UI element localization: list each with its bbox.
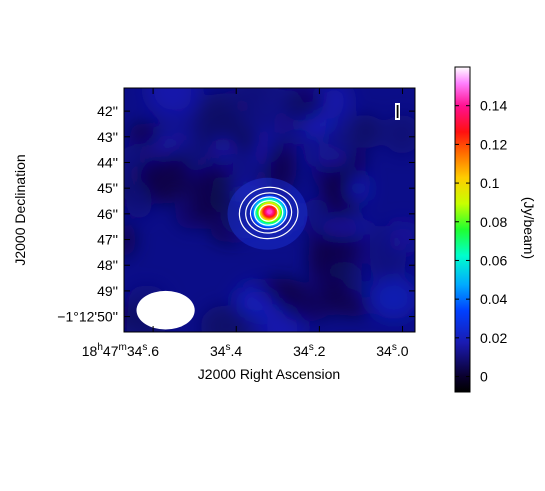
contour-line bbox=[245, 192, 293, 234]
colorbar-tick-label: 0.06 bbox=[480, 252, 507, 268]
noise-patch bbox=[200, 305, 250, 332]
colorbar-ticks: 0 0.02 0.04 0.06 0.08 0.1 0.12 0.14 bbox=[455, 98, 507, 385]
noise-patch bbox=[316, 216, 369, 238]
x-axis-ticks: 18h47m34s.6 34s.4 34s.2 34s.0 bbox=[82, 88, 409, 359]
noise-patch bbox=[387, 220, 415, 253]
noise-patch bbox=[317, 88, 351, 119]
noise-patch bbox=[304, 197, 328, 218]
noise-patch bbox=[237, 287, 273, 311]
x-tick-label: 34s.2 bbox=[293, 342, 325, 359]
x-tick-value: 34 bbox=[127, 343, 143, 359]
y-tick-label: 48'' bbox=[97, 257, 118, 273]
x-tick-value: 34 bbox=[376, 343, 392, 359]
emission-level bbox=[267, 209, 272, 215]
x-tick-label: 34s.4 bbox=[210, 342, 242, 359]
noise-patch bbox=[236, 88, 279, 101]
x-tick-value: .6 bbox=[147, 343, 159, 359]
x-tick-value: 18 bbox=[82, 343, 98, 359]
noise-patch bbox=[209, 137, 239, 160]
y-tick-label: 46'' bbox=[97, 206, 118, 222]
noise-patch bbox=[126, 182, 153, 220]
x-axis-title: J2000 Right Ascension bbox=[198, 366, 340, 382]
contour-line bbox=[238, 186, 299, 240]
colorbar-tick-label: 0 bbox=[480, 369, 488, 385]
noise-patch bbox=[370, 276, 415, 320]
x-tick-value: 34 bbox=[210, 343, 226, 359]
x-tick-unit: s bbox=[226, 342, 231, 353]
contour-line bbox=[258, 204, 279, 222]
noise-patch bbox=[279, 287, 334, 322]
contour-line bbox=[249, 196, 288, 230]
noise-patch bbox=[138, 156, 192, 204]
noise-patch bbox=[190, 105, 244, 148]
y-axis-ticks: 42'' 43'' 44'' 45'' 46'' 47'' 48'' 49'' −1°12'50… bbox=[57, 103, 415, 325]
noise-patch bbox=[309, 143, 351, 168]
y-tick-label: 43'' bbox=[97, 129, 118, 145]
colorbar: 0 0.02 0.04 0.06 0.08 0.1 0.12 0.14 (Jy/beam) bbox=[454, 66, 537, 393]
y-tick-label: −1°12'50'' bbox=[57, 309, 118, 325]
colorbar-tick-label: 0.04 bbox=[480, 291, 507, 307]
x-tick-label: 18h47m34s.6 bbox=[82, 342, 160, 359]
contour-line bbox=[254, 200, 284, 226]
y-tick-label: 42'' bbox=[97, 103, 118, 119]
y-tick-label: 45'' bbox=[97, 180, 118, 196]
noise-patch bbox=[128, 123, 160, 144]
scale-bar-marker-inner bbox=[396, 105, 399, 118]
colorbar-title: (Jy/beam) bbox=[521, 197, 537, 259]
x-tick-value: 34 bbox=[293, 343, 309, 359]
x-tick-unit: s bbox=[309, 342, 314, 353]
noise-patch bbox=[124, 223, 136, 258]
x-tick-unit: s bbox=[142, 342, 147, 353]
x-tick-value: 47 bbox=[103, 343, 119, 359]
y-tick-label: 44'' bbox=[97, 154, 118, 170]
image-frame bbox=[123, 87, 416, 333]
colorbar-tick-label: 0.08 bbox=[480, 214, 507, 230]
noise-patch bbox=[346, 174, 370, 203]
colorbar-scale bbox=[454, 66, 471, 393]
noise-patch bbox=[349, 114, 382, 149]
x-tick-value: .4 bbox=[231, 343, 243, 359]
contour-lines bbox=[238, 186, 299, 240]
colorbar-tick-label: 0.1 bbox=[480, 175, 500, 191]
x-tick-unit: m bbox=[118, 342, 126, 353]
noise-patch bbox=[340, 296, 370, 318]
colorbar-tick-label: 0.14 bbox=[480, 98, 507, 114]
y-tick-label: 47'' bbox=[97, 232, 118, 248]
x-tick-value: .0 bbox=[397, 343, 409, 359]
noise-patch bbox=[190, 166, 235, 221]
noise-patch bbox=[147, 88, 198, 117]
x-tick-unit: s bbox=[392, 342, 397, 353]
image-panel: 18h47m34s.6 34s.4 34s.2 34s.0 42''43''44''4… bbox=[57, 87, 416, 359]
colorbar-tick-label: 0.02 bbox=[480, 330, 507, 346]
y-tick-label: 49'' bbox=[97, 283, 118, 299]
colorbar-tick-label: 0.12 bbox=[480, 136, 507, 152]
y-axis-title: J2000 Declination bbox=[12, 154, 28, 265]
x-tick-value: .2 bbox=[314, 343, 326, 359]
x-tick-unit: h bbox=[97, 342, 103, 353]
x-tick-label: 34s.0 bbox=[376, 342, 408, 359]
noise-patch bbox=[281, 88, 325, 121]
noise-patch bbox=[384, 114, 415, 155]
beam-ellipse bbox=[136, 290, 195, 330]
